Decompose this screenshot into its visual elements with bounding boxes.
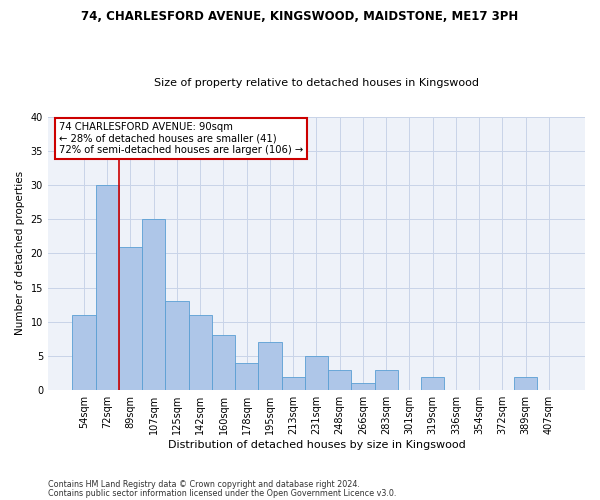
Bar — [119, 246, 142, 390]
Text: Contains public sector information licensed under the Open Government Licence v3: Contains public sector information licen… — [48, 489, 397, 498]
Text: Contains HM Land Registry data © Crown copyright and database right 2024.: Contains HM Land Registry data © Crown c… — [48, 480, 360, 489]
Bar — [421, 376, 445, 390]
Title: Size of property relative to detached houses in Kingswood: Size of property relative to detached ho… — [154, 78, 479, 88]
Bar — [281, 376, 305, 390]
Bar — [235, 363, 259, 390]
Bar — [374, 370, 398, 390]
Bar — [212, 336, 235, 390]
Bar — [73, 315, 95, 390]
Bar — [188, 315, 212, 390]
Y-axis label: Number of detached properties: Number of detached properties — [15, 172, 25, 336]
Bar — [166, 302, 188, 390]
Text: 74, CHARLESFORD AVENUE, KINGSWOOD, MAIDSTONE, ME17 3PH: 74, CHARLESFORD AVENUE, KINGSWOOD, MAIDS… — [82, 10, 518, 23]
Bar — [259, 342, 281, 390]
X-axis label: Distribution of detached houses by size in Kingswood: Distribution of detached houses by size … — [167, 440, 466, 450]
Bar — [305, 356, 328, 390]
Bar — [95, 185, 119, 390]
Bar — [328, 370, 352, 390]
Text: 74 CHARLESFORD AVENUE: 90sqm
← 28% of detached houses are smaller (41)
72% of se: 74 CHARLESFORD AVENUE: 90sqm ← 28% of de… — [59, 122, 303, 155]
Bar — [514, 376, 538, 390]
Bar — [352, 384, 374, 390]
Bar — [142, 219, 166, 390]
